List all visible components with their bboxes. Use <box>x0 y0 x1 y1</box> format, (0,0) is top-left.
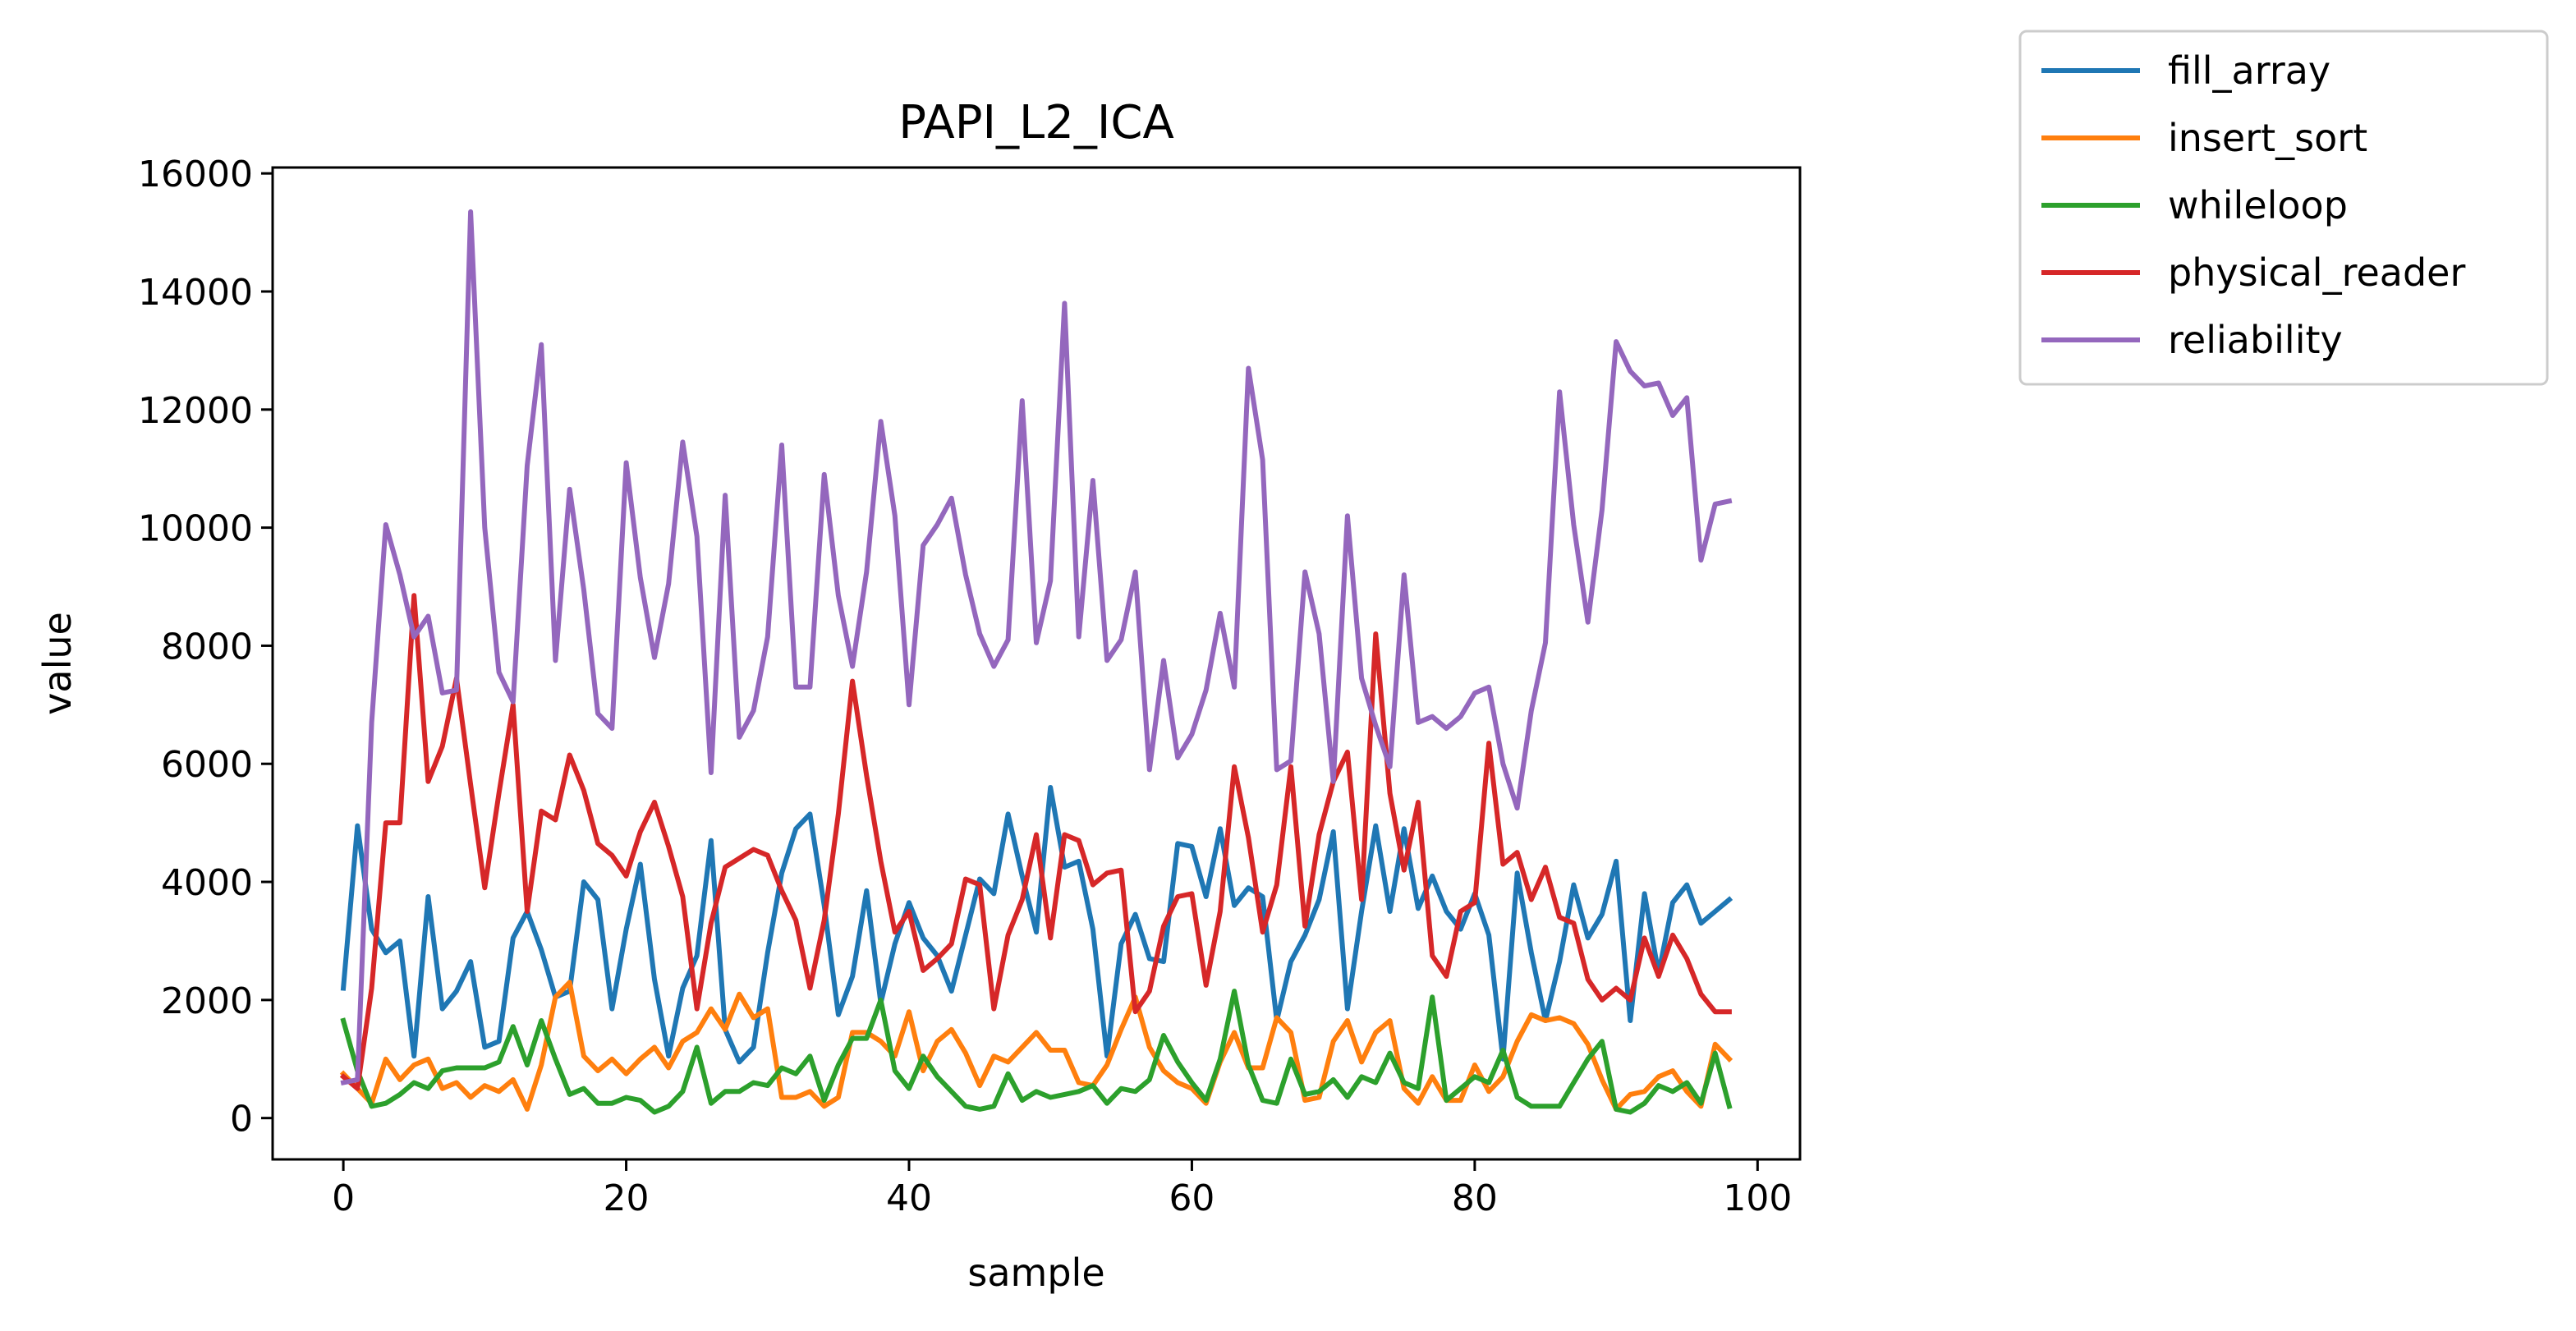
x-tick-label: 40 <box>886 1177 932 1219</box>
x-axis-label: sample <box>967 1251 1104 1295</box>
legend-label-whileloop: whileloop <box>2168 183 2348 227</box>
legend-label-reliability: reliability <box>2168 318 2343 362</box>
y-axis-label: value <box>35 612 80 715</box>
plot-frame <box>271 166 1802 1161</box>
x-tick-label: 80 <box>1452 1177 1498 1219</box>
legend-label-fill-array: fill_array <box>2168 48 2330 93</box>
x-tick-label: 0 <box>332 1177 355 1219</box>
chart-title: PAPI_L2_ICA <box>898 96 1174 149</box>
y-tick-label: 14000 <box>138 272 253 314</box>
series-line-reliability <box>340 209 1733 1086</box>
series-line-physical-reader <box>339 593 1732 1091</box>
y-tick-label: 16000 <box>138 154 253 195</box>
x-tick-label: 100 <box>1723 1177 1792 1219</box>
legend: fill_array insert_sort whileloop physical_r… <box>2018 30 2549 386</box>
y-tick-label: 6000 <box>161 744 253 786</box>
y-tick-label: 8000 <box>161 626 253 668</box>
y-axis: 0 2000 4000 6000 8000 10000 12000 14000 16000 <box>138 154 273 1141</box>
y-tick-label: 4000 <box>161 862 253 904</box>
y-tick-label: 10000 <box>138 508 253 550</box>
legend-label-insert-sort: insert_sort <box>2168 116 2367 160</box>
y-tick-label: 0 <box>230 1099 253 1141</box>
series-line-insert-sort <box>339 980 1733 1112</box>
x-tick-label: 20 <box>604 1177 650 1219</box>
legend-label-physical-reader: physical_reader <box>2168 250 2465 295</box>
legend-frame <box>2018 30 2549 386</box>
series-layer <box>339 209 1733 1115</box>
y-tick-label: 12000 <box>138 390 253 432</box>
x-tick-label: 60 <box>1169 1177 1215 1219</box>
y-tick-label: 2000 <box>161 980 253 1022</box>
series-line-whileloop <box>340 989 1733 1115</box>
series-line-fill-array <box>340 785 1733 1065</box>
x-axis: 0 20 40 60 80 100 <box>332 1159 1792 1219</box>
